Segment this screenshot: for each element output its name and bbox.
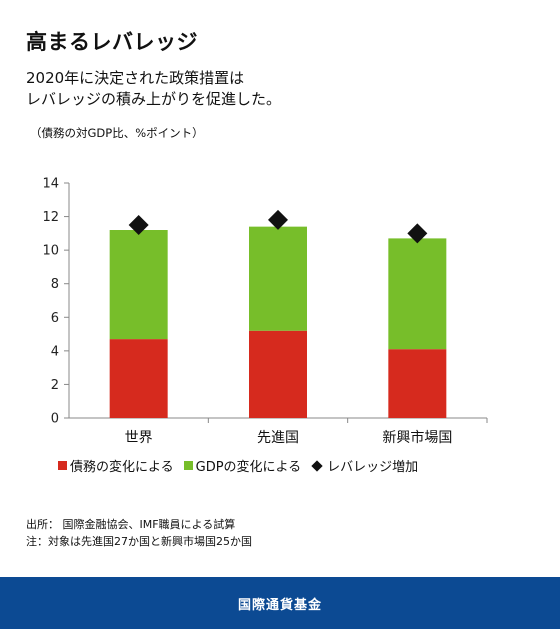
source-line: 出所： 国際金融協会、IMF職員による試算 [26, 518, 236, 531]
legend-swatch-debt [58, 461, 67, 470]
legend-item-leverage: レバレッジ増加 [311, 456, 418, 475]
bar-segment-debt [109, 339, 168, 418]
legend-diamond-icon [311, 459, 323, 472]
chart-subtitle: 2020年に決定された政策措置は レバレッジの積み上がりを促進した。 [26, 68, 281, 110]
footer-bar: 国際通貨基金 [0, 577, 560, 629]
chart-title: 高まるレバレッジ [26, 30, 198, 54]
y-tick-label: 8 [51, 277, 59, 292]
bar-chart: 0 2 4 6 8 10 12 14 世界 先進国 新興市場国 [42, 177, 488, 446]
footer-label: 国際通貨基金 [237, 597, 322, 613]
x-tick-label: 世界 [125, 430, 153, 446]
y-tick-label: 6 [51, 311, 59, 326]
subtitle-line-1: 2020年に決定された政策措置は [26, 69, 245, 87]
legend-label-leverage: レバレッジ増加 [327, 460, 419, 475]
bar-segment-gdp [249, 226, 307, 331]
bar-segment-gdp [388, 238, 447, 350]
x-tick-label: 先進国 [257, 430, 299, 446]
y-tick-label: 12 [42, 210, 59, 225]
subtitle-line-2: レバレッジの積み上がりを促進した。 [26, 90, 282, 108]
y-tick-label: 10 [42, 244, 59, 259]
y-tick-label: 4 [51, 344, 59, 359]
legend-label-gdp: GDPの変化による [195, 460, 302, 475]
leverage-marker [128, 214, 149, 235]
unit-note: （債務の対GDP比、%ポイント） [30, 126, 204, 140]
source-notes: 出所： 国際金融協会、IMF職員による試算 注：対象は先進国27か国と新興市場国… [26, 516, 252, 550]
legend-label-debt: 債務の変化による [70, 460, 174, 475]
y-tick-label: 2 [51, 378, 59, 393]
bar-segment-gdp [109, 230, 168, 340]
note-line: 注：対象は先進国27か国と新興市場国25か国 [26, 535, 252, 548]
bar-segment-debt [388, 349, 447, 418]
y-tick-label: 14 [42, 177, 59, 192]
legend-item-gdp: GDPの変化による [183, 456, 302, 475]
leverage-marker [268, 209, 288, 230]
x-tick-label: 新興市場国 [382, 429, 452, 446]
legend: 債務の変化による GDPの変化による レバレッジ増加 [58, 456, 428, 475]
legend-swatch-gdp [183, 461, 193, 470]
bar-segment-debt [249, 330, 307, 418]
legend-item-debt: 債務の変化による [58, 456, 174, 475]
y-tick-label: 0 [51, 412, 59, 427]
leverage-marker [407, 223, 428, 244]
